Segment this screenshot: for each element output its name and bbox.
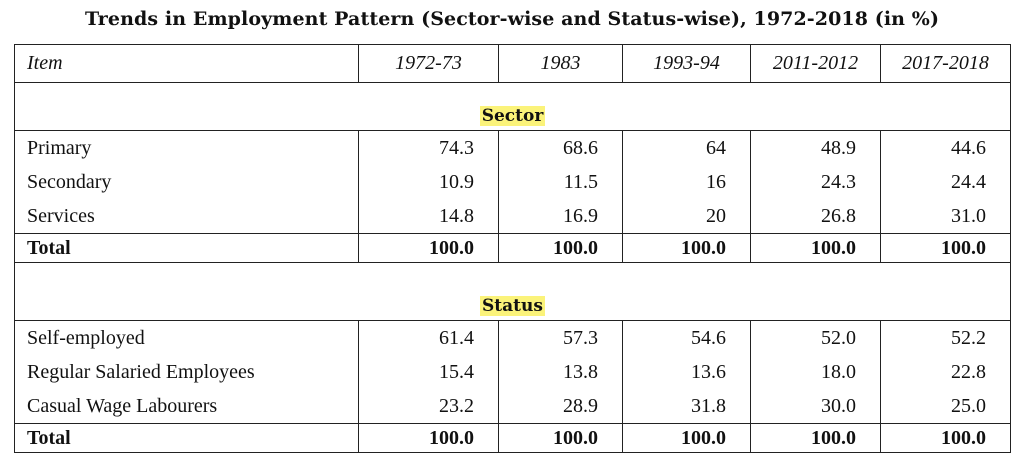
column-header-1993-94: 1993-94: [622, 44, 751, 83]
section-row-sector: Sector: [14, 82, 1011, 131]
table-cell: 100.0: [880, 233, 1011, 263]
table-row: Casual Wage Labourers 23.2 28.9 31.8 30.…: [14, 389, 1011, 424]
table-cell: 100.0: [358, 233, 499, 263]
section-row-status: Status: [14, 262, 1011, 321]
table-cell: 31.0: [880, 199, 1011, 234]
table-cell: 68.6: [498, 130, 623, 165]
table-cell: 13.8: [498, 355, 623, 389]
table-cell: 100.0: [750, 233, 881, 263]
table-row: Regular Salaried Employees 15.4 13.8 13.…: [14, 355, 1011, 389]
table-cell: 16.9: [498, 199, 623, 234]
row-label: Self-employed: [14, 320, 359, 355]
table-cell: 100.0: [498, 233, 623, 263]
table-cell: 16: [622, 165, 751, 199]
row-label: Total: [14, 233, 359, 263]
table-cell: 23.2: [358, 389, 499, 424]
table-cell: 44.6: [880, 130, 1011, 165]
table-cell: 13.6: [622, 355, 751, 389]
table-cell: 61.4: [358, 320, 499, 355]
row-label: Regular Salaried Employees: [14, 355, 359, 389]
table-cell: 31.8: [622, 389, 751, 424]
row-label: Casual Wage Labourers: [14, 389, 359, 424]
section-heading-label: Sector: [479, 106, 546, 126]
table-cell: 24.3: [750, 165, 881, 199]
table-cell: 20: [622, 199, 751, 234]
table-cell: 64: [622, 130, 751, 165]
table-cell: 100.0: [498, 423, 623, 453]
table-cell: 48.9: [750, 130, 881, 165]
table-cell: 54.6: [622, 320, 751, 355]
table-cell: 100.0: [750, 423, 881, 453]
table-cell: 74.3: [358, 130, 499, 165]
table-cell: 14.8: [358, 199, 499, 234]
table-cell: 52.2: [880, 320, 1011, 355]
table-cell: 57.3: [498, 320, 623, 355]
table-row: Self-employed 61.4 57.3 54.6 52.0 52.2: [14, 320, 1011, 355]
row-label: Total: [14, 423, 359, 453]
column-header-item: Item: [14, 44, 359, 83]
table-cell: 100.0: [358, 423, 499, 453]
table-cell: 100.0: [622, 233, 751, 263]
column-header-2017-2018: 2017-2018: [880, 44, 1011, 83]
table-row: Services 14.8 16.9 20 26.8 31.0: [14, 199, 1011, 234]
table-cell: 10.9: [358, 165, 499, 199]
table-cell: 30.0: [750, 389, 881, 424]
section-heading-status: Status: [14, 262, 1011, 321]
row-label: Primary: [14, 130, 359, 165]
table-cell: 100.0: [880, 423, 1011, 453]
table-cell: 25.0: [880, 389, 1011, 424]
total-row-status: Total 100.0 100.0 100.0 100.0 100.0: [14, 423, 1011, 453]
table-title: Trends in Employment Pattern (Sector-wis…: [84, 8, 940, 30]
table-cell: 18.0: [750, 355, 881, 389]
table-cell: 22.8: [880, 355, 1011, 389]
table-cell: 15.4: [358, 355, 499, 389]
table-cell: 26.8: [750, 199, 881, 234]
table-row: Secondary 10.9 11.5 16 24.3 24.4: [14, 165, 1011, 199]
row-label: Secondary: [14, 165, 359, 199]
column-header-1972-73: 1972-73: [358, 44, 499, 83]
table-cell: 24.4: [880, 165, 1011, 199]
total-row-sector: Total 100.0 100.0 100.0 100.0 100.0: [14, 233, 1011, 263]
section-heading-sector: Sector: [14, 82, 1011, 131]
table-cell: 100.0: [622, 423, 751, 453]
table-cell: 52.0: [750, 320, 881, 355]
table-cell: 11.5: [498, 165, 623, 199]
row-label: Services: [14, 199, 359, 234]
employment-table: Item 1972-73 1983 1993-94 2011-2012 2017…: [14, 44, 1011, 453]
header-row: Item 1972-73 1983 1993-94 2011-2012 2017…: [14, 44, 1011, 83]
table-cell: 28.9: [498, 389, 623, 424]
column-header-1983: 1983: [498, 44, 623, 83]
table-row: Primary 74.3 68.6 64 48.9 44.6: [14, 130, 1011, 165]
column-header-2011-2012: 2011-2012: [750, 44, 881, 83]
section-heading-label: Status: [480, 296, 545, 316]
